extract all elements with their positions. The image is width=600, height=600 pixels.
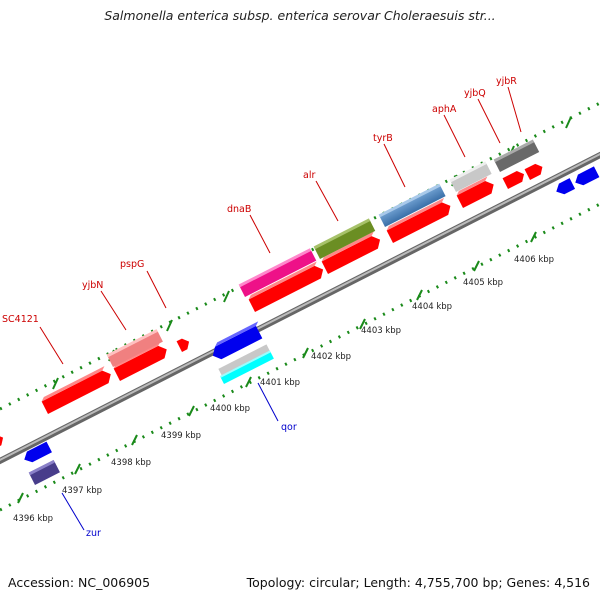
cds-pspg[interactable] bbox=[176, 336, 192, 352]
kbp-label: 4404 kbp bbox=[412, 302, 452, 312]
cds-yjbq-red[interactable] bbox=[502, 169, 527, 189]
feature-dnab[interactable] bbox=[238, 248, 317, 297]
forward-label-leaders bbox=[39, 86, 522, 365]
kbp-label: 4399 kbp bbox=[161, 431, 201, 441]
cds-qor-blue[interactable] bbox=[208, 321, 266, 362]
gene-label-sc4121: SC4121 bbox=[2, 314, 39, 325]
kbp-label: 4403 kbp bbox=[361, 326, 401, 336]
accession-text: Accession: NC_006905 bbox=[8, 575, 151, 590]
gene-label-zur: zur bbox=[86, 528, 101, 539]
kbp-label: 4406 kbp bbox=[514, 255, 554, 265]
gene-label-yjbq: yjbQ bbox=[464, 88, 486, 99]
lower-major-ticks bbox=[17, 231, 537, 504]
kbp-label: 4401 kbp bbox=[260, 378, 300, 388]
lower-tick-track bbox=[0, 202, 600, 512]
cds-zur-blue[interactable] bbox=[22, 441, 52, 465]
kbp-label: 4398 kbp bbox=[111, 458, 151, 468]
gene-labels: SC4121 yjbN pspG dnaB alr tyrB aphA yjbQ… bbox=[2, 76, 517, 539]
cds-dnab-red[interactable] bbox=[247, 261, 326, 312]
feature-yjbq[interactable] bbox=[493, 139, 540, 172]
cds-right-blue-1[interactable] bbox=[554, 178, 576, 197]
upper-tick-track bbox=[0, 101, 600, 411]
map-title: Salmonella enterica subsp. enterica sero… bbox=[104, 8, 496, 23]
gene-label-pspg: pspG bbox=[120, 259, 144, 270]
cds-left-edge[interactable] bbox=[0, 432, 6, 448]
kbp-label: 4400 kbp bbox=[210, 404, 250, 414]
feature-apha[interactable] bbox=[449, 161, 492, 192]
feature-yjbn[interactable] bbox=[106, 329, 163, 367]
forward-gene-track bbox=[0, 139, 546, 448]
kbp-labels: 4396 kbp 4397 kbp 4398 kbp 4399 kbp 4400… bbox=[13, 255, 554, 524]
genome-summary-text: Topology: circular; Length: 4,755,700 bp… bbox=[246, 575, 590, 590]
cds-right-blue-2[interactable] bbox=[573, 166, 600, 188]
feature-alr[interactable] bbox=[313, 218, 376, 259]
gene-label-dnab: dnaB bbox=[227, 204, 251, 215]
cds-alr-red[interactable] bbox=[320, 231, 383, 274]
gene-label-yjbn: yjbN bbox=[82, 280, 103, 291]
reverse-gene-track bbox=[22, 166, 600, 485]
kbp-label: 4397 kbp bbox=[62, 486, 102, 496]
cds-apha-red[interactable] bbox=[455, 176, 497, 208]
backbone bbox=[0, 151, 600, 465]
reverse-label-leaders bbox=[61, 382, 279, 531]
gene-label-yjbr: yjbR bbox=[496, 76, 517, 87]
kbp-label: 4405 kbp bbox=[463, 278, 503, 288]
cds-tyrb-red[interactable] bbox=[385, 197, 453, 243]
gene-label-alr: alr bbox=[303, 170, 315, 181]
cds-yjbr-red[interactable] bbox=[524, 162, 546, 180]
gene-label-qor: qor bbox=[281, 422, 297, 433]
cds-sc4121[interactable] bbox=[40, 365, 114, 414]
gene-label-apha: aphA bbox=[432, 104, 457, 115]
kbp-label: 4396 kbp bbox=[13, 514, 53, 524]
feature-qor-grey[interactable] bbox=[218, 344, 271, 376]
feature-zur[interactable] bbox=[28, 459, 60, 485]
feature-qor-cyan[interactable] bbox=[219, 350, 274, 384]
kbp-label: 4402 kbp bbox=[311, 352, 351, 362]
gene-label-tyrb: tyrB bbox=[373, 133, 393, 144]
feature-tyrb[interactable] bbox=[378, 183, 446, 227]
